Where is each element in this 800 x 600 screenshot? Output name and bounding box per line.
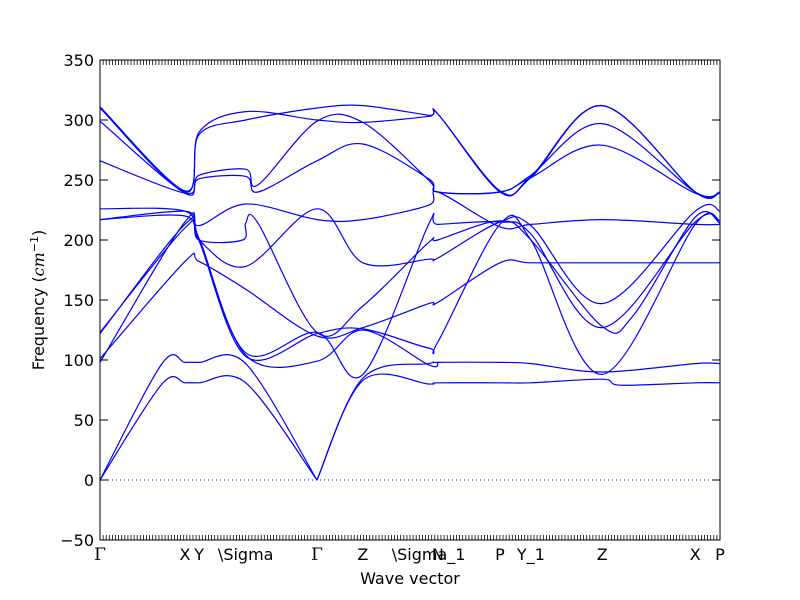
y-tick-label: 150 bbox=[63, 291, 94, 310]
x-tick-label: \Sigma bbox=[218, 545, 274, 564]
band-line-5 bbox=[99, 212, 439, 368]
band-line-3 bbox=[316, 373, 721, 481]
y-axis-label-unit: cm bbox=[29, 252, 48, 276]
y-axis-label: Frequency (cm−1) bbox=[28, 230, 48, 371]
x-tick-label: Z bbox=[357, 545, 368, 564]
y-tick-label: 50 bbox=[74, 411, 94, 430]
x-tick-label: N bbox=[432, 545, 444, 564]
plot-frame bbox=[99, 59, 721, 541]
x-tick-label: \Sigma_1 bbox=[392, 545, 466, 565]
x-axis-label: Wave vector bbox=[360, 569, 460, 588]
x-tick-label: Z bbox=[597, 545, 608, 564]
band-line-7 bbox=[99, 212, 721, 379]
x-tick-label: Y_1 bbox=[516, 545, 545, 565]
band-line-9 bbox=[99, 252, 720, 360]
y-tick-label: 100 bbox=[63, 351, 94, 370]
y-tick-label: −50 bbox=[60, 531, 94, 550]
y-tick-label: 0 bbox=[84, 471, 94, 490]
band-line-4 bbox=[316, 361, 721, 481]
y-tick-label: 350 bbox=[63, 51, 94, 70]
band-lines bbox=[99, 104, 721, 481]
y-tick-label: 250 bbox=[63, 171, 94, 190]
x-tick-label: Γ bbox=[94, 545, 106, 565]
band-line-1 bbox=[99, 375, 318, 481]
band-line-8 bbox=[99, 210, 721, 337]
band-line-15 bbox=[99, 104, 721, 199]
band-line-6 bbox=[99, 212, 721, 376]
x-tick-label: X bbox=[690, 545, 701, 564]
x-tick-label: P bbox=[495, 545, 505, 564]
x-tick-label: Y bbox=[193, 545, 204, 564]
y-axis-ticks: −50 0 50 100 150 200 250 300 350 bbox=[60, 51, 720, 550]
band-line-10 bbox=[99, 203, 721, 305]
y-tick-label: 300 bbox=[63, 111, 94, 130]
x-tick-label: X bbox=[179, 545, 190, 564]
x-tick-label: Γ bbox=[311, 545, 323, 565]
y-axis-label-close: ) bbox=[29, 230, 48, 236]
band-line-2 bbox=[99, 354, 318, 481]
y-axis-label-exponent: −1 bbox=[28, 236, 41, 252]
x-axis-ticks: Γ X Y \Sigma Γ Z \Sigma_1N P Y_1 Z X P bbox=[94, 60, 725, 565]
x-tick-label: P bbox=[715, 545, 725, 564]
band-line-12 bbox=[99, 142, 721, 198]
y-axis-label-text: Frequency ( bbox=[29, 276, 48, 370]
band-line-11 bbox=[99, 190, 721, 230]
y-tick-label: 200 bbox=[63, 231, 94, 250]
band-line-13 bbox=[99, 113, 721, 198]
